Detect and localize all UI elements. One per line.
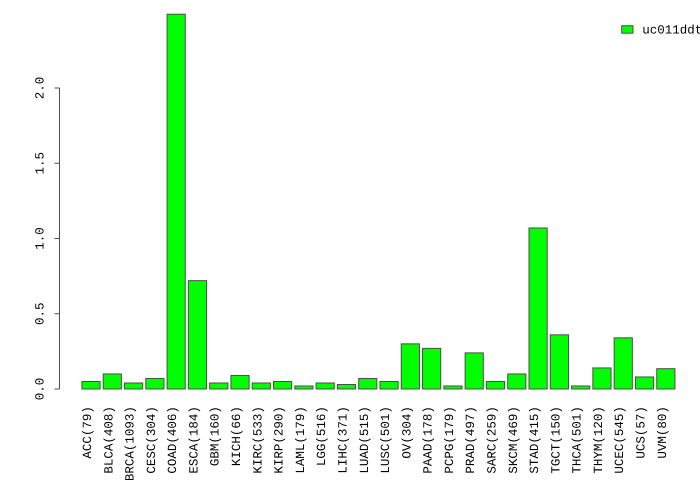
svg-text:PCPG(179): PCPG(179) bbox=[443, 406, 457, 474]
svg-text:BLCA(408): BLCA(408) bbox=[102, 406, 116, 474]
svg-text:LAML(179): LAML(179) bbox=[294, 406, 308, 474]
svg-text:COAD(406): COAD(406) bbox=[166, 406, 180, 474]
svg-text:LGG(516): LGG(516) bbox=[315, 406, 329, 466]
svg-text:OV(304): OV(304) bbox=[400, 406, 414, 459]
svg-text:UCS(57): UCS(57) bbox=[635, 406, 649, 459]
svg-text:GBM(160): GBM(160) bbox=[209, 406, 223, 466]
svg-text:1.0: 1.0 bbox=[34, 227, 48, 250]
svg-text:SARC(259): SARC(259) bbox=[486, 406, 500, 474]
svg-text:1.5: 1.5 bbox=[34, 152, 48, 175]
svg-text:LIHC(371): LIHC(371) bbox=[336, 406, 350, 474]
svg-text:BRCA(1093): BRCA(1093) bbox=[124, 406, 138, 480]
svg-text:LUAD(515): LUAD(515) bbox=[358, 406, 372, 474]
svg-text:0.5: 0.5 bbox=[34, 302, 48, 325]
svg-text:PRAD(497): PRAD(497) bbox=[464, 406, 478, 474]
svg-text:STAD(415): STAD(415) bbox=[528, 406, 542, 474]
svg-text:PAAD(178): PAAD(178) bbox=[422, 406, 436, 474]
svg-text:uc011ddt: uc011ddt bbox=[642, 24, 700, 38]
svg-text:KIRP(290): KIRP(290) bbox=[273, 406, 287, 474]
svg-text:THCA(501): THCA(501) bbox=[571, 406, 585, 474]
svg-text:UVM(80): UVM(80) bbox=[656, 406, 670, 459]
svg-text:ESCA(184): ESCA(184) bbox=[187, 406, 201, 474]
svg-text:ACC(79): ACC(79) bbox=[81, 406, 95, 459]
svg-text:0.0: 0.0 bbox=[34, 378, 48, 401]
svg-text:TGCT(150): TGCT(150) bbox=[549, 406, 563, 474]
svg-text:UCEC(545): UCEC(545) bbox=[613, 406, 627, 474]
svg-text:CESC(304): CESC(304) bbox=[145, 406, 159, 474]
svg-text:2.0: 2.0 bbox=[34, 77, 48, 100]
svg-text:KICH(66): KICH(66) bbox=[230, 406, 244, 466]
svg-text:KIRC(533): KIRC(533) bbox=[251, 406, 265, 474]
svg-text:LUSC(501): LUSC(501) bbox=[379, 406, 393, 474]
svg-text:SKCM(469): SKCM(469) bbox=[507, 406, 521, 474]
svg-text:THYM(120): THYM(120) bbox=[592, 406, 606, 474]
